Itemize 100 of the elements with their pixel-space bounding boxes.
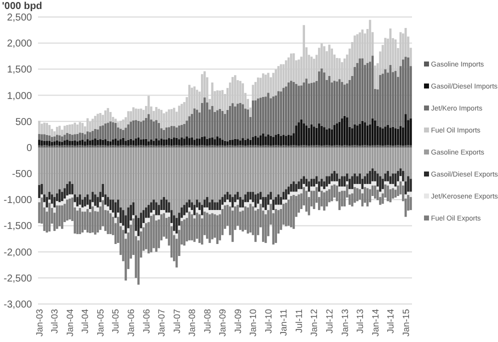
bar (351, 176, 354, 190)
bar (78, 132, 82, 140)
bar (221, 140, 224, 146)
bar (394, 128, 397, 146)
bar (76, 197, 79, 206)
bar (183, 204, 186, 216)
bar (262, 147, 264, 198)
bar (340, 62, 344, 82)
bar (267, 92, 270, 134)
bar (61, 130, 64, 136)
bar (272, 210, 274, 214)
bar (155, 202, 158, 216)
bar (300, 85, 302, 120)
bar (66, 184, 68, 196)
bar (252, 137, 254, 146)
x-tick-label: Jan-05 (95, 309, 106, 337)
bar (158, 140, 160, 146)
bar (272, 200, 274, 210)
bar (282, 64, 285, 88)
bar (186, 212, 188, 218)
bar (78, 122, 82, 133)
bar (124, 234, 127, 239)
bar (326, 190, 328, 206)
bar (76, 141, 79, 146)
bar (193, 140, 196, 146)
bar (226, 141, 229, 146)
bar (340, 186, 344, 191)
bar (256, 138, 260, 146)
y-tick-label: 500 (15, 116, 32, 128)
bar (112, 122, 114, 140)
bar (68, 140, 71, 146)
bar (354, 147, 356, 174)
bar (64, 188, 66, 199)
bar (371, 147, 374, 168)
bar (130, 122, 132, 139)
bar (102, 140, 104, 146)
bar (176, 147, 178, 218)
bar (155, 138, 158, 146)
bar (158, 122, 160, 140)
bar (364, 187, 366, 203)
bar (368, 147, 372, 171)
bar (190, 214, 194, 240)
bar (246, 147, 250, 192)
x-tick-label: Jan-06 (126, 309, 136, 337)
bar (226, 200, 229, 205)
bar (56, 201, 58, 206)
bar (244, 206, 246, 230)
bar (382, 189, 384, 194)
bar (270, 77, 272, 98)
y-axis-title: '000 bpd (2, 1, 42, 12)
bar (343, 176, 346, 187)
bar (84, 212, 86, 230)
y-tick-label: 1,500 (6, 64, 32, 76)
bar (172, 138, 176, 146)
bar (152, 140, 155, 146)
bar (40, 184, 43, 194)
bar (99, 126, 102, 140)
bar (84, 134, 86, 142)
x-tick-label: Jan-15 (400, 309, 411, 337)
bar (89, 140, 92, 146)
bar (152, 110, 155, 122)
bar (38, 134, 40, 140)
x-tick-label: Jul-06 (141, 309, 152, 334)
bar (74, 202, 76, 208)
bar (190, 88, 194, 114)
bar (379, 127, 382, 146)
bar (206, 212, 208, 239)
bar (333, 147, 336, 171)
bar (137, 108, 140, 121)
bar (262, 133, 264, 146)
bar (86, 194, 89, 205)
bar (155, 107, 158, 120)
y-tick-label: 1,000 (6, 90, 32, 102)
bar (384, 181, 386, 185)
bar (404, 147, 407, 182)
bar (407, 192, 410, 195)
x-tick-label: Jan-07 (156, 309, 167, 337)
bar (399, 147, 402, 168)
bar (183, 124, 186, 139)
bar (264, 197, 267, 210)
bar (361, 189, 364, 194)
bar (272, 147, 274, 200)
bar (348, 147, 351, 179)
bar (308, 181, 310, 192)
bar (392, 188, 394, 199)
bar (264, 214, 267, 243)
bar (186, 136, 188, 146)
bar (216, 110, 218, 136)
bar (290, 147, 292, 184)
bar (92, 140, 94, 146)
bar (180, 137, 183, 146)
bar (124, 147, 127, 216)
bar (295, 184, 298, 192)
bar (94, 147, 96, 194)
bar (178, 139, 180, 146)
bar (300, 178, 302, 190)
bar (86, 139, 89, 146)
bar (64, 198, 66, 204)
bar (92, 206, 94, 233)
bar (152, 147, 155, 200)
